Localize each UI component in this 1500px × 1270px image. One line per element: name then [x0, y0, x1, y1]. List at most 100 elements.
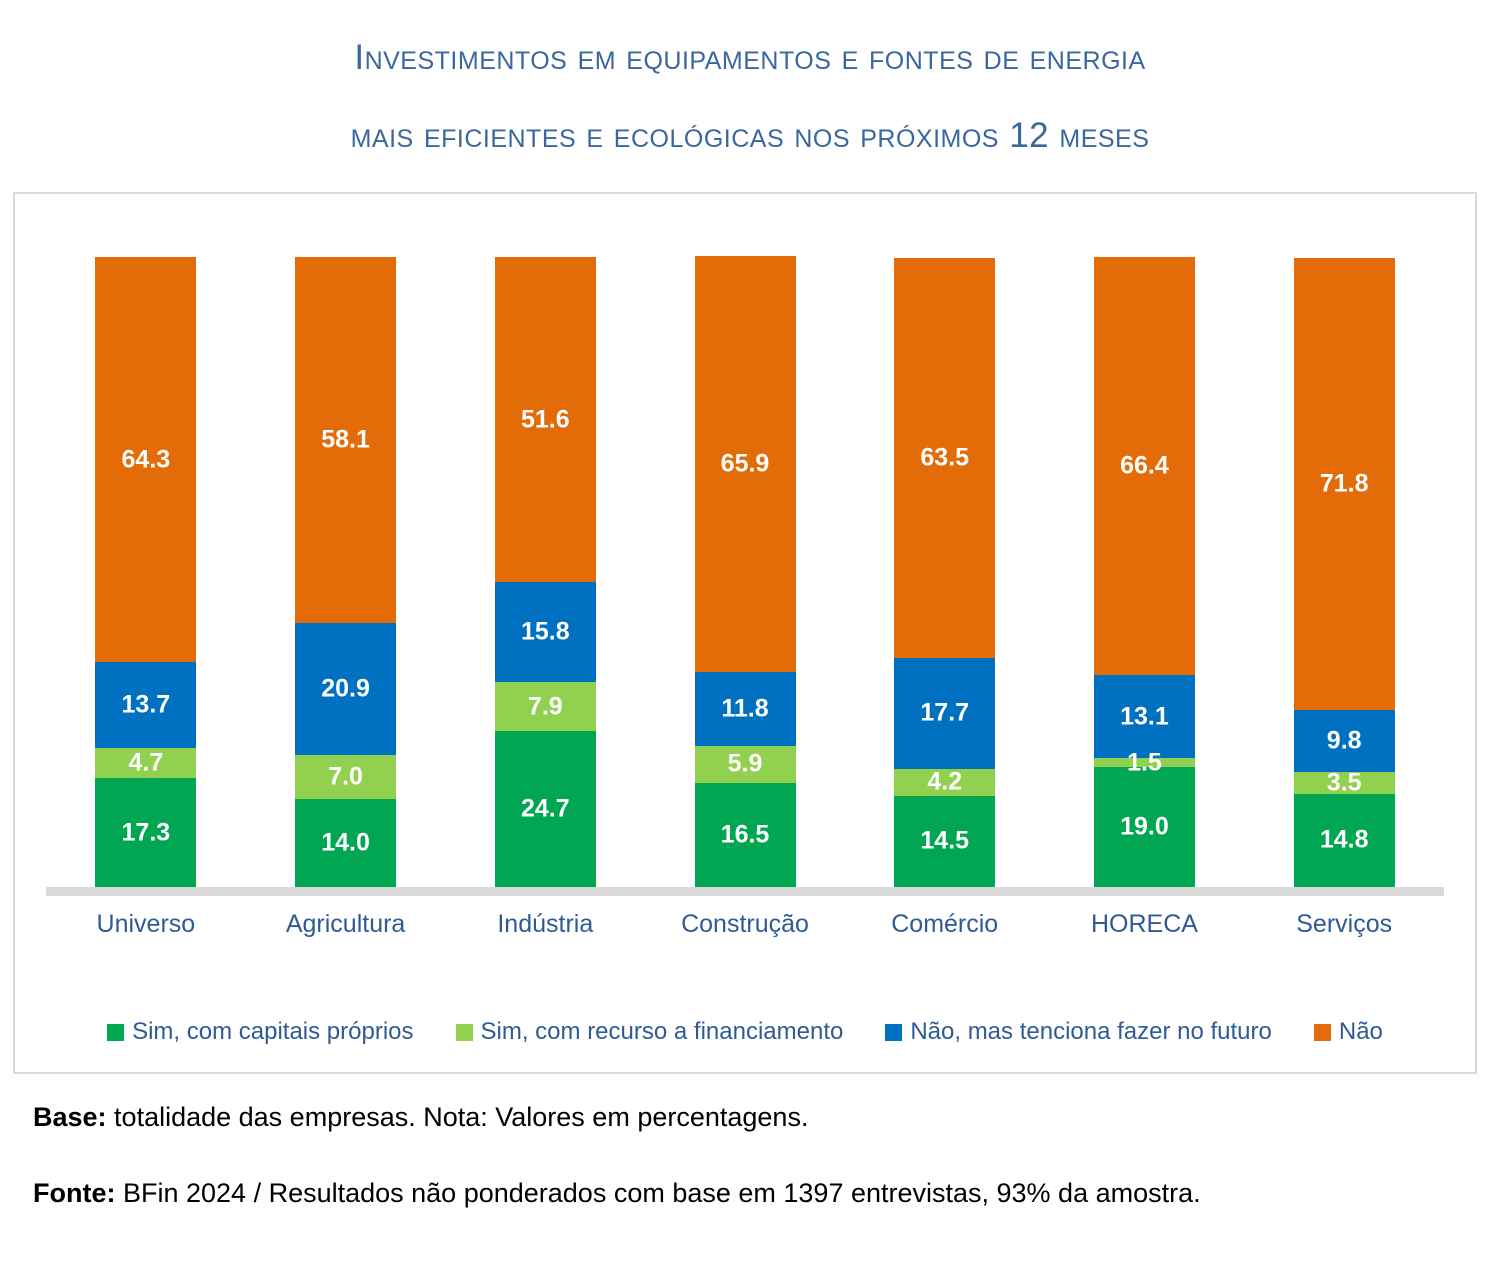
bar-value-label: 4.7 [128, 748, 164, 777]
bar-stack: 14.0 7.0 20.9 58.1 [295, 257, 397, 887]
bar-column-7: 14.8 3.5 9.8 71.8 [1244, 257, 1444, 887]
bar-value-label: 16.5 [720, 820, 770, 849]
category-label: Universo [96, 910, 196, 938]
bar-value-label: 14.5 [920, 826, 970, 855]
bar-segment: 16.5 [694, 783, 796, 887]
bar-value-label: 63.5 [920, 443, 970, 472]
bar-stack: 16.5 5.9 11.8 65.9 [694, 256, 796, 887]
bar-value-label: 24.7 [520, 794, 570, 823]
bar-segment: 63.5 [894, 257, 996, 658]
chart-title: Investimentos em equipamentos e fontes d… [0, 40, 1500, 153]
chart-title-line1: Investimentos em equipamentos e fontes d… [354, 38, 1146, 77]
legend-swatch-icon [885, 1023, 903, 1041]
legend-swatch-icon [455, 1023, 473, 1041]
bar-segment: 13.1 [1093, 675, 1195, 758]
legend-swatch-icon [107, 1023, 125, 1041]
bar-segment: 71.8 [1293, 257, 1395, 711]
bar-column-2: 14.0 7.0 20.9 58.1 [246, 257, 446, 887]
bar-segment: 4.2 [894, 767, 996, 796]
bar-segment: 9.8 [1293, 710, 1395, 772]
bar-segment: 17.3 [95, 778, 197, 887]
bar-value-label: 7.0 [328, 762, 363, 791]
bar-stack: 17.3 4.7 13.7 64.3 [95, 257, 197, 887]
bar-value-label: 51.6 [520, 405, 570, 434]
legend-item: Sim, com recurso a financiamento [455, 1018, 844, 1046]
bar-segment: 7.9 [494, 681, 596, 732]
category-axis: Universo Agricultura Indústria Construção Co… [46, 910, 1444, 939]
bar-value-label: 15.8 [520, 617, 570, 646]
bars-row: 17.3 4.7 13.7 64.3 14.0 7.0 20.9 58.1 24.7 7.9 15.… [46, 256, 1444, 887]
bar-segment: 64.3 [95, 257, 197, 663]
bar-segment: 14.0 [295, 798, 397, 887]
legend-item: Sim, com capitais próprios [107, 1018, 414, 1046]
bar-value-label: 7.9 [527, 692, 563, 720]
bar-column-6: 19.0 1.5 13.1 66.4 [1045, 257, 1245, 887]
bar-segment: 58.1 [295, 257, 397, 624]
bar-value-label: 17.3 [121, 818, 171, 846]
bar-value-label: 13.1 [1120, 702, 1169, 731]
bar-segment: 4.7 [95, 748, 197, 778]
note-fonte-text: BFin 2024 / Resultados não ponderados co… [115, 1178, 1201, 1208]
bar-stack: 14.8 3.5 9.8 71.8 [1293, 257, 1395, 887]
bar-value-label: 19.0 [1120, 812, 1169, 841]
bar-segment: 7.0 [295, 754, 397, 799]
legend-item: Não, mas tenciona fazer no futuro [885, 1018, 1272, 1046]
bar-segment: 1.5 [1093, 748, 1195, 776]
bar-segment: 51.6 [494, 257, 596, 583]
legend-item: Não [1313, 1018, 1383, 1046]
bar-segment: 14.5 [894, 795, 996, 887]
bar-value-label: 4.2 [927, 767, 963, 796]
chart-title-line2: mais eficientes e ecológicas nos próximo… [350, 116, 1150, 155]
bar-segment: 5.9 [694, 745, 796, 783]
bar-value-label: 9.8 [1326, 726, 1362, 755]
bar-value-label: 58.1 [321, 425, 370, 454]
bar-stack: 24.7 7.9 15.8 51.6 [494, 257, 596, 887]
bar-value-label: 11.8 [721, 694, 769, 723]
bar-segment: 11.8 [694, 671, 796, 746]
category-label: Serviços [1296, 910, 1393, 938]
category-label: Indústria [497, 910, 594, 938]
bar-segment: 24.7 [494, 731, 596, 887]
bar-segment: 17.7 [894, 657, 996, 770]
bar-stack: 19.0 1.5 13.1 66.4 [1093, 257, 1195, 887]
x-axis-line [46, 887, 1444, 896]
bar-column-4: 16.5 5.9 11.8 65.9 [645, 256, 845, 887]
bar-value-label: 5.9 [727, 749, 763, 778]
category-label: Agricultura [285, 910, 406, 938]
bar-value-label: 20.9 [321, 674, 370, 703]
legend-label: Sim, com capitais próprios [132, 1018, 414, 1045]
bar-segment: 19.0 [1093, 767, 1195, 887]
category-label: Construção [681, 910, 809, 938]
note-fonte-label: Fonte: [33, 1178, 116, 1208]
legend-swatch-icon [1313, 1023, 1331, 1041]
chart-area: 17.3 4.7 13.7 64.3 14.0 7.0 20.9 58.1 24.7 7.9 15.… [13, 192, 1477, 1074]
bar-segment: 66.4 [1093, 257, 1195, 676]
bar-value-label: 3.5 [1326, 768, 1362, 797]
bar-value-label: 1.5 [1127, 748, 1162, 777]
bar-value-label: 64.3 [121, 445, 171, 474]
bar-segment: 14.8 [1293, 793, 1395, 887]
bar-value-label: 65.9 [720, 449, 770, 478]
note-base: Base: totalidade das empresas. Nota: Val… [33, 1102, 1453, 1133]
bar-column-1: 17.3 4.7 13.7 64.3 [46, 257, 246, 887]
category-label: Comércio [891, 910, 999, 938]
bar-column-5: 14.5 4.2 17.7 63.5 [845, 257, 1045, 887]
bar-segment: 65.9 [694, 256, 796, 672]
note-base-text: totalidade das empresas. Nota: Valores e… [106, 1102, 809, 1132]
bar-segment: 15.8 [494, 582, 596, 682]
bar-segment: 13.7 [95, 662, 197, 749]
bar-value-label: 17.7 [920, 698, 970, 727]
bar-value-label: 13.7 [121, 690, 171, 719]
note-fonte: Fonte: BFin 2024 / Resultados não ponder… [33, 1178, 1453, 1209]
bar-segment: 3.5 [1293, 768, 1395, 796]
bar-segment: 20.9 [295, 623, 397, 755]
legend: Sim, com capitais próprios Sim, com recur… [15, 1018, 1475, 1046]
bar-value-label: 14.0 [321, 828, 370, 857]
bar-column-3: 24.7 7.9 15.8 51.6 [445, 257, 645, 887]
legend-label: Não, mas tenciona fazer no futuro [910, 1018, 1272, 1045]
category-label: HORECA [1090, 910, 1198, 938]
legend-label: Sim, com recurso a financiamento [480, 1018, 844, 1045]
bar-value-label: 71.8 [1319, 469, 1369, 498]
bar-value-label: 66.4 [1120, 451, 1169, 480]
